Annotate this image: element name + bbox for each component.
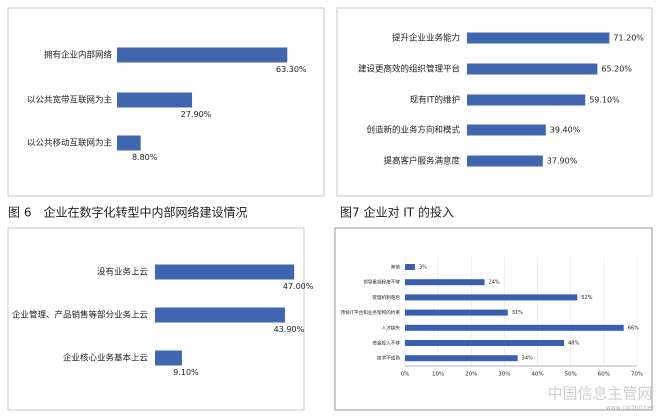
x-tick-label: 40%	[531, 372, 543, 378]
bar	[155, 350, 182, 366]
value-label: 63.30%	[276, 65, 307, 74]
value-label: 37.90%	[547, 157, 578, 166]
bar	[405, 279, 485, 286]
x-tick-label: 50%	[565, 372, 577, 378]
value-label: 39.40%	[550, 126, 581, 135]
value-label: 43.90%	[274, 325, 305, 334]
bar	[405, 309, 508, 316]
category-label: 管理机制落后	[372, 294, 400, 301]
value-label: 48%	[568, 341, 579, 347]
bar	[117, 135, 141, 151]
category-label: 提升企业业务能力	[392, 33, 460, 44]
value-label: 47.00%	[283, 282, 314, 291]
category-label: 提高客户服务满意度	[383, 156, 460, 167]
category-label: 创造新的业务方向和模式	[366, 125, 460, 136]
bar	[117, 47, 288, 63]
value-label: 27.90%	[181, 110, 212, 119]
value-label: 59.10%	[589, 96, 620, 105]
x-tick-label: 60%	[598, 372, 610, 378]
figure-caption: 图7 企业对 IT 的投入	[340, 205, 454, 220]
x-tick-label: 70%	[631, 372, 643, 378]
value-label: 65.20%	[601, 65, 632, 74]
category-label: 企业管理、产品销售等部分业务上云	[12, 310, 149, 321]
bar	[155, 307, 285, 323]
value-label: 24%	[489, 280, 500, 286]
watermark-url: www.cio360.net	[606, 405, 655, 412]
category-label: 领导重视程度不够	[363, 279, 400, 286]
value-label: 66%	[628, 325, 639, 331]
bar	[467, 32, 610, 44]
category-label: 以公共宽带互联网为主	[27, 95, 113, 106]
bar	[467, 94, 586, 106]
bar	[467, 155, 543, 167]
x-tick-label: 30%	[498, 372, 510, 378]
watermark: 中国信息主管网	[547, 385, 652, 403]
bar	[467, 63, 598, 75]
category-label: 现有IT的维护	[410, 95, 460, 106]
value-label: 52%	[581, 295, 592, 301]
figure-caption: 图 6 企业在数字化转型中内部网络建设情况	[8, 205, 247, 220]
category-label: 拥有企业内部网络	[44, 50, 113, 61]
value-label: 3%	[419, 265, 427, 271]
bar	[467, 124, 546, 136]
category-label: 技术不成熟	[377, 355, 400, 362]
value-label: 34%	[522, 356, 533, 362]
x-tick-label: 0%	[401, 372, 410, 378]
x-tick-label: 20%	[465, 372, 477, 378]
value-label: 31%	[512, 310, 523, 316]
category-label: 建设更高效的组织管理平台	[358, 64, 460, 75]
value-label: 9.10%	[173, 368, 199, 377]
bar	[405, 324, 624, 331]
chart-frame	[334, 227, 653, 411]
bar	[405, 264, 415, 270]
x-tick-label: 10%	[432, 372, 444, 378]
bar	[155, 264, 295, 280]
category-label: 人才缺失	[382, 324, 401, 331]
bar	[117, 92, 193, 108]
category-label: 资金投入不够	[372, 340, 400, 347]
category-label: 没有业务上云	[97, 267, 149, 278]
value-label: 71.20%	[613, 34, 644, 43]
category-label: 以公共移动互联网为主	[27, 138, 113, 149]
bar	[405, 294, 578, 301]
bar	[405, 355, 518, 362]
category-label: 传统IT平台和业务架构的约束	[341, 309, 401, 316]
bar	[405, 340, 565, 346]
category-label: 其他	[391, 264, 401, 271]
category-label: 企业核心业务基本上云	[63, 353, 149, 364]
value-label: 8.80%	[132, 153, 158, 162]
